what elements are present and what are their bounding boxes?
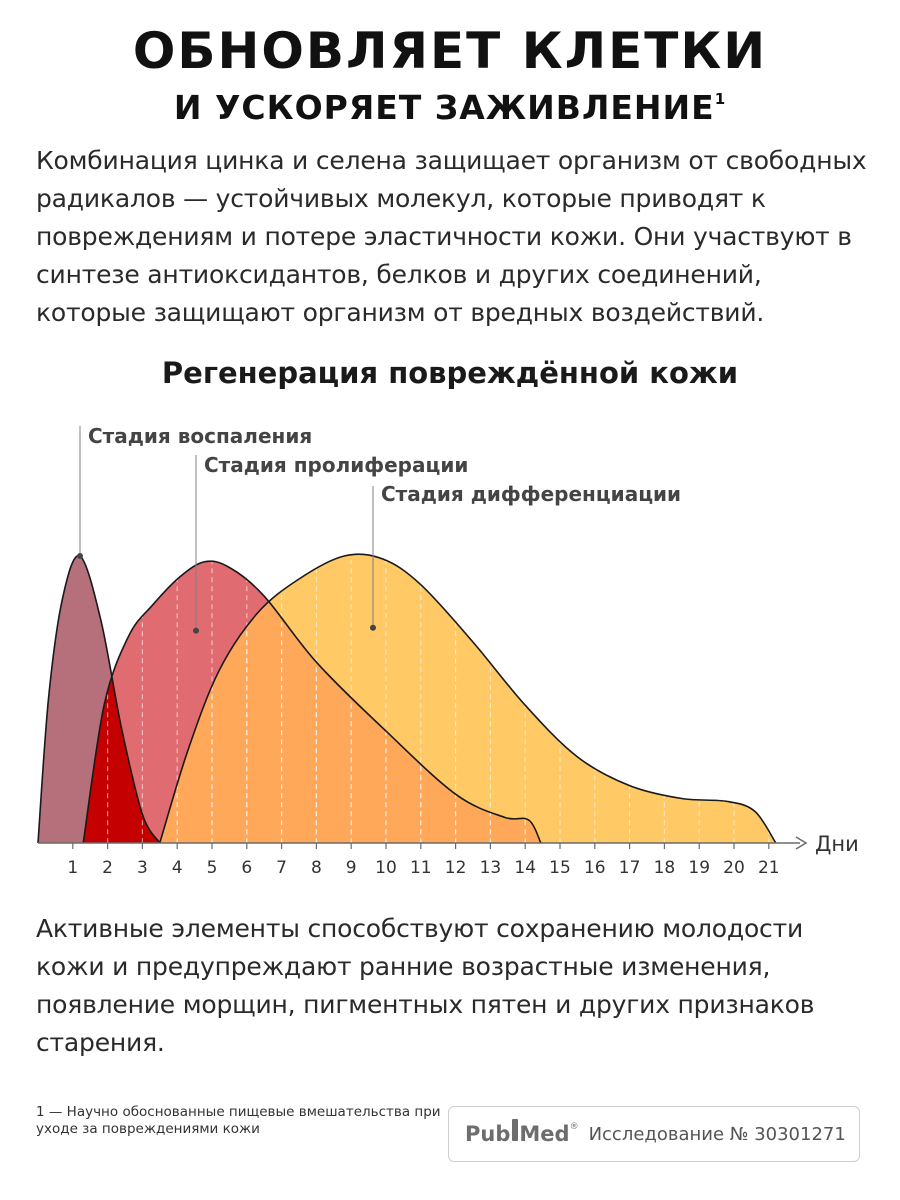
- x-tick-label: 5: [207, 858, 218, 878]
- x-tick-label: 12: [445, 858, 467, 878]
- x-tick-label: 15: [549, 858, 571, 878]
- x-tick-label: 19: [688, 858, 710, 878]
- pubmed-logo-right: Med: [519, 1122, 570, 1146]
- x-tick-label: 20: [723, 858, 745, 878]
- x-tick-label: 4: [172, 858, 183, 878]
- x-axis-label: Дни: [815, 832, 859, 856]
- series-label: Стадия дифференциации: [381, 482, 681, 506]
- source-badge: Pub Med ® Исследование № 30301271: [448, 1106, 860, 1162]
- x-tick-label: 10: [375, 858, 397, 878]
- registered-mark: ®: [569, 1122, 579, 1132]
- intro-paragraph: Комбинация цинка и селена защищает орган…: [36, 146, 867, 327]
- chart-title: Регенерация повреждённой кожи: [161, 356, 739, 390]
- footnote: 1 — Научно обоснованные пищевые вмешател…: [36, 1104, 441, 1137]
- x-tick-label: 16: [584, 858, 606, 878]
- outro-paragraph: Активные элементы способствуют сохранени…: [36, 914, 815, 1057]
- x-tick-label: 21: [758, 858, 780, 878]
- subtitle-text: И УСКОРЯЕТ ЗАЖИВЛЕНИЕ: [173, 88, 715, 127]
- leader-dot: [77, 553, 83, 559]
- x-tick-label: 6: [241, 858, 252, 878]
- footnote-ref: 1: [714, 90, 727, 108]
- x-tick-label: 1: [67, 858, 78, 878]
- x-tick-label: 2: [102, 858, 113, 878]
- series-label: Стадия пролиферации: [204, 453, 468, 477]
- x-tick-label: 8: [311, 858, 322, 878]
- study-reference: Исследование № 30301271: [588, 1123, 846, 1145]
- leader-dot: [370, 624, 376, 631]
- x-tick-label: 13: [480, 858, 502, 878]
- series-outline-0: [37, 555, 161, 844]
- x-tick-label: 7: [276, 858, 287, 878]
- series-label: Стадия воспаления: [88, 424, 312, 448]
- pubmed-mark-icon: [512, 1119, 519, 1141]
- series-outline-2: [159, 553, 777, 844]
- leader-dot: [193, 627, 199, 634]
- pubmed-logo-left: Pub: [465, 1122, 511, 1146]
- x-tick-label: 11: [410, 858, 432, 878]
- x-tick-label: 3: [137, 858, 148, 878]
- x-axis-arrow: [795, 836, 808, 850]
- series-outline-1: [82, 560, 542, 844]
- page-title: ОБНОВЛЯЕТ КЛЕТКИ: [132, 22, 768, 80]
- x-tick-label: 18: [654, 858, 676, 878]
- x-tick-label: 17: [619, 858, 641, 878]
- x-tick-label: 9: [346, 858, 357, 878]
- x-tick-label: 14: [514, 858, 536, 878]
- regeneration-chart: 1 2 3 4 5 6 7 8 9 10 11 12 13 14 15 16 17 18 19 20 21ДниСтад…: [37, 424, 859, 878]
- page-subtitle: И УСКОРЯЕТ ЗАЖИВЛЕНИЕ1: [0, 88, 900, 127]
- pubmed-logo: Pub Med ®: [465, 1119, 579, 1146]
